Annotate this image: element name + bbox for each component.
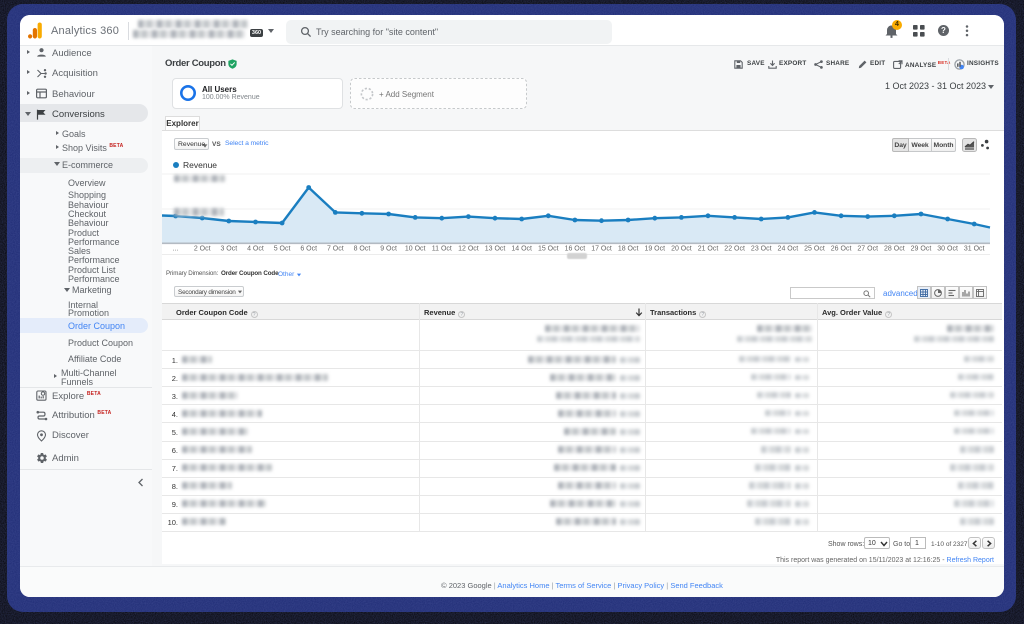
svg-text:27 Oct: 27 Oct: [857, 246, 878, 253]
svg-text:9 Oct: 9 Oct: [380, 246, 397, 253]
svg-text:13 Oct: 13 Oct: [485, 246, 506, 253]
svg-text:2 Oct: 2 Oct: [194, 246, 211, 253]
svg-text:20 Oct: 20 Oct: [671, 246, 692, 253]
svg-text:3 Oct: 3 Oct: [220, 246, 237, 253]
svg-text:12 Oct: 12 Oct: [458, 246, 479, 253]
svg-text:10 Oct: 10 Oct: [405, 246, 426, 253]
svg-text:19 Oct: 19 Oct: [644, 246, 665, 253]
svg-text:...: ...: [173, 246, 179, 253]
svg-text:21 Oct: 21 Oct: [698, 246, 719, 253]
svg-text:6 Oct: 6 Oct: [300, 246, 317, 253]
svg-text:16 Oct: 16 Oct: [565, 246, 586, 253]
svg-text:31 Oct: 31 Oct: [964, 246, 985, 253]
svg-text:7 Oct: 7 Oct: [327, 246, 344, 253]
svg-text:30 Oct: 30 Oct: [937, 246, 958, 253]
svg-text:5 Oct: 5 Oct: [274, 246, 291, 253]
svg-text:15 Oct: 15 Oct: [538, 246, 559, 253]
svg-text:8 Oct: 8 Oct: [354, 246, 371, 253]
svg-text:23 Oct: 23 Oct: [751, 246, 772, 253]
svg-text:26 Oct: 26 Oct: [831, 246, 852, 253]
svg-text:28 Oct: 28 Oct: [884, 246, 905, 253]
svg-text:25 Oct: 25 Oct: [804, 246, 825, 253]
svg-text:29 Oct: 29 Oct: [911, 246, 932, 253]
svg-text:22 Oct: 22 Oct: [724, 246, 745, 253]
svg-text:14 Oct: 14 Oct: [511, 246, 532, 253]
svg-text:17 Oct: 17 Oct: [591, 246, 612, 253]
svg-text:11 Oct: 11 Oct: [432, 246, 452, 253]
svg-text:18 Oct: 18 Oct: [618, 246, 639, 253]
svg-text:4 Oct: 4 Oct: [247, 246, 264, 253]
svg-text:24 Oct: 24 Oct: [778, 246, 799, 253]
